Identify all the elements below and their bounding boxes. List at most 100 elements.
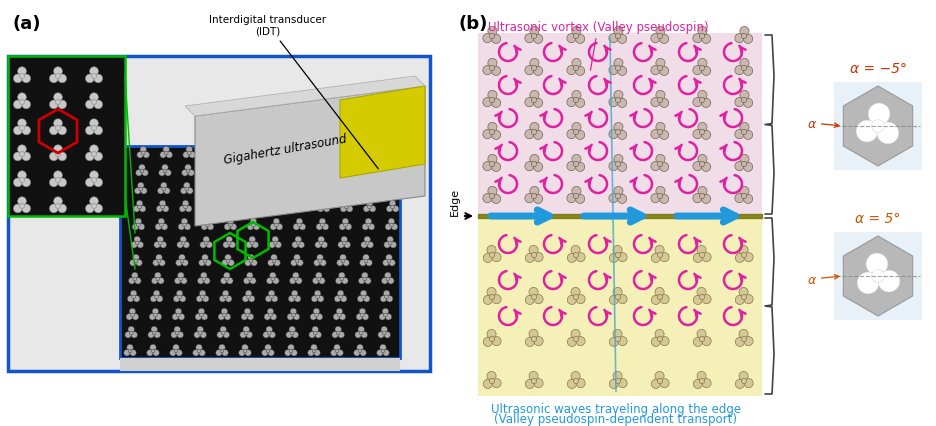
Circle shape	[175, 331, 179, 335]
Circle shape	[13, 127, 22, 135]
Circle shape	[488, 27, 497, 37]
Circle shape	[279, 152, 283, 155]
Circle shape	[567, 254, 577, 263]
Circle shape	[255, 206, 261, 213]
Circle shape	[615, 253, 621, 258]
Circle shape	[268, 350, 274, 356]
Circle shape	[363, 206, 370, 213]
Circle shape	[200, 332, 207, 338]
Circle shape	[534, 163, 543, 172]
Circle shape	[576, 195, 585, 204]
Circle shape	[572, 91, 581, 100]
Circle shape	[490, 194, 494, 199]
Circle shape	[743, 35, 753, 44]
Circle shape	[197, 326, 203, 333]
Circle shape	[239, 350, 245, 356]
Circle shape	[318, 188, 325, 195]
Circle shape	[130, 291, 137, 297]
Circle shape	[576, 295, 585, 304]
Circle shape	[186, 188, 193, 195]
Circle shape	[281, 152, 287, 158]
Circle shape	[326, 170, 332, 177]
Circle shape	[253, 206, 256, 209]
Circle shape	[318, 237, 325, 243]
Circle shape	[174, 326, 181, 333]
Circle shape	[491, 35, 501, 44]
Circle shape	[655, 246, 665, 255]
Circle shape	[651, 380, 661, 389]
Circle shape	[245, 314, 249, 317]
Circle shape	[317, 296, 324, 302]
Circle shape	[137, 201, 143, 207]
Circle shape	[138, 183, 144, 189]
Circle shape	[231, 165, 237, 171]
Circle shape	[534, 99, 543, 108]
Circle shape	[132, 273, 138, 279]
Circle shape	[741, 98, 747, 104]
Circle shape	[370, 147, 376, 153]
Text: Gigahertz ultrasound: Gigahertz ultrasound	[223, 132, 347, 167]
Circle shape	[269, 291, 275, 297]
Circle shape	[534, 295, 543, 304]
Circle shape	[13, 75, 22, 83]
Circle shape	[614, 155, 623, 164]
Circle shape	[323, 188, 327, 191]
Circle shape	[530, 27, 539, 37]
Circle shape	[269, 242, 275, 248]
Circle shape	[226, 237, 232, 243]
Circle shape	[228, 224, 232, 227]
Circle shape	[618, 253, 627, 262]
Circle shape	[206, 152, 212, 158]
Circle shape	[172, 314, 179, 320]
Circle shape	[490, 162, 494, 167]
Circle shape	[53, 171, 63, 180]
Circle shape	[574, 295, 578, 300]
Circle shape	[333, 314, 340, 320]
Circle shape	[273, 219, 280, 225]
Circle shape	[346, 188, 350, 191]
Circle shape	[188, 170, 195, 177]
Circle shape	[266, 326, 272, 333]
Circle shape	[154, 332, 160, 338]
Circle shape	[231, 206, 238, 213]
Circle shape	[396, 152, 402, 158]
Circle shape	[159, 170, 165, 177]
Circle shape	[136, 260, 142, 266]
Circle shape	[176, 260, 183, 266]
Circle shape	[165, 170, 171, 177]
Circle shape	[211, 170, 217, 177]
Circle shape	[871, 121, 885, 133]
Circle shape	[361, 332, 368, 338]
Circle shape	[576, 253, 585, 262]
Circle shape	[134, 237, 140, 243]
Circle shape	[363, 255, 369, 261]
Circle shape	[335, 278, 342, 284]
Circle shape	[736, 380, 744, 389]
Circle shape	[698, 91, 707, 100]
Circle shape	[50, 127, 58, 135]
Circle shape	[344, 183, 351, 189]
Circle shape	[180, 296, 186, 302]
Circle shape	[158, 219, 165, 225]
Circle shape	[178, 314, 184, 320]
Circle shape	[205, 201, 212, 207]
Circle shape	[702, 35, 710, 44]
Circle shape	[55, 204, 61, 209]
Circle shape	[159, 260, 166, 266]
Circle shape	[202, 277, 206, 281]
Circle shape	[200, 273, 207, 279]
Circle shape	[124, 332, 131, 338]
Circle shape	[94, 75, 103, 83]
Circle shape	[344, 206, 348, 209]
Circle shape	[739, 288, 748, 297]
Circle shape	[532, 295, 536, 300]
Circle shape	[741, 66, 747, 72]
Circle shape	[250, 242, 254, 245]
Circle shape	[574, 194, 578, 199]
Circle shape	[157, 259, 161, 263]
Circle shape	[615, 194, 621, 199]
Circle shape	[355, 332, 361, 338]
Circle shape	[267, 278, 273, 284]
Circle shape	[249, 259, 253, 263]
Circle shape	[92, 152, 96, 157]
